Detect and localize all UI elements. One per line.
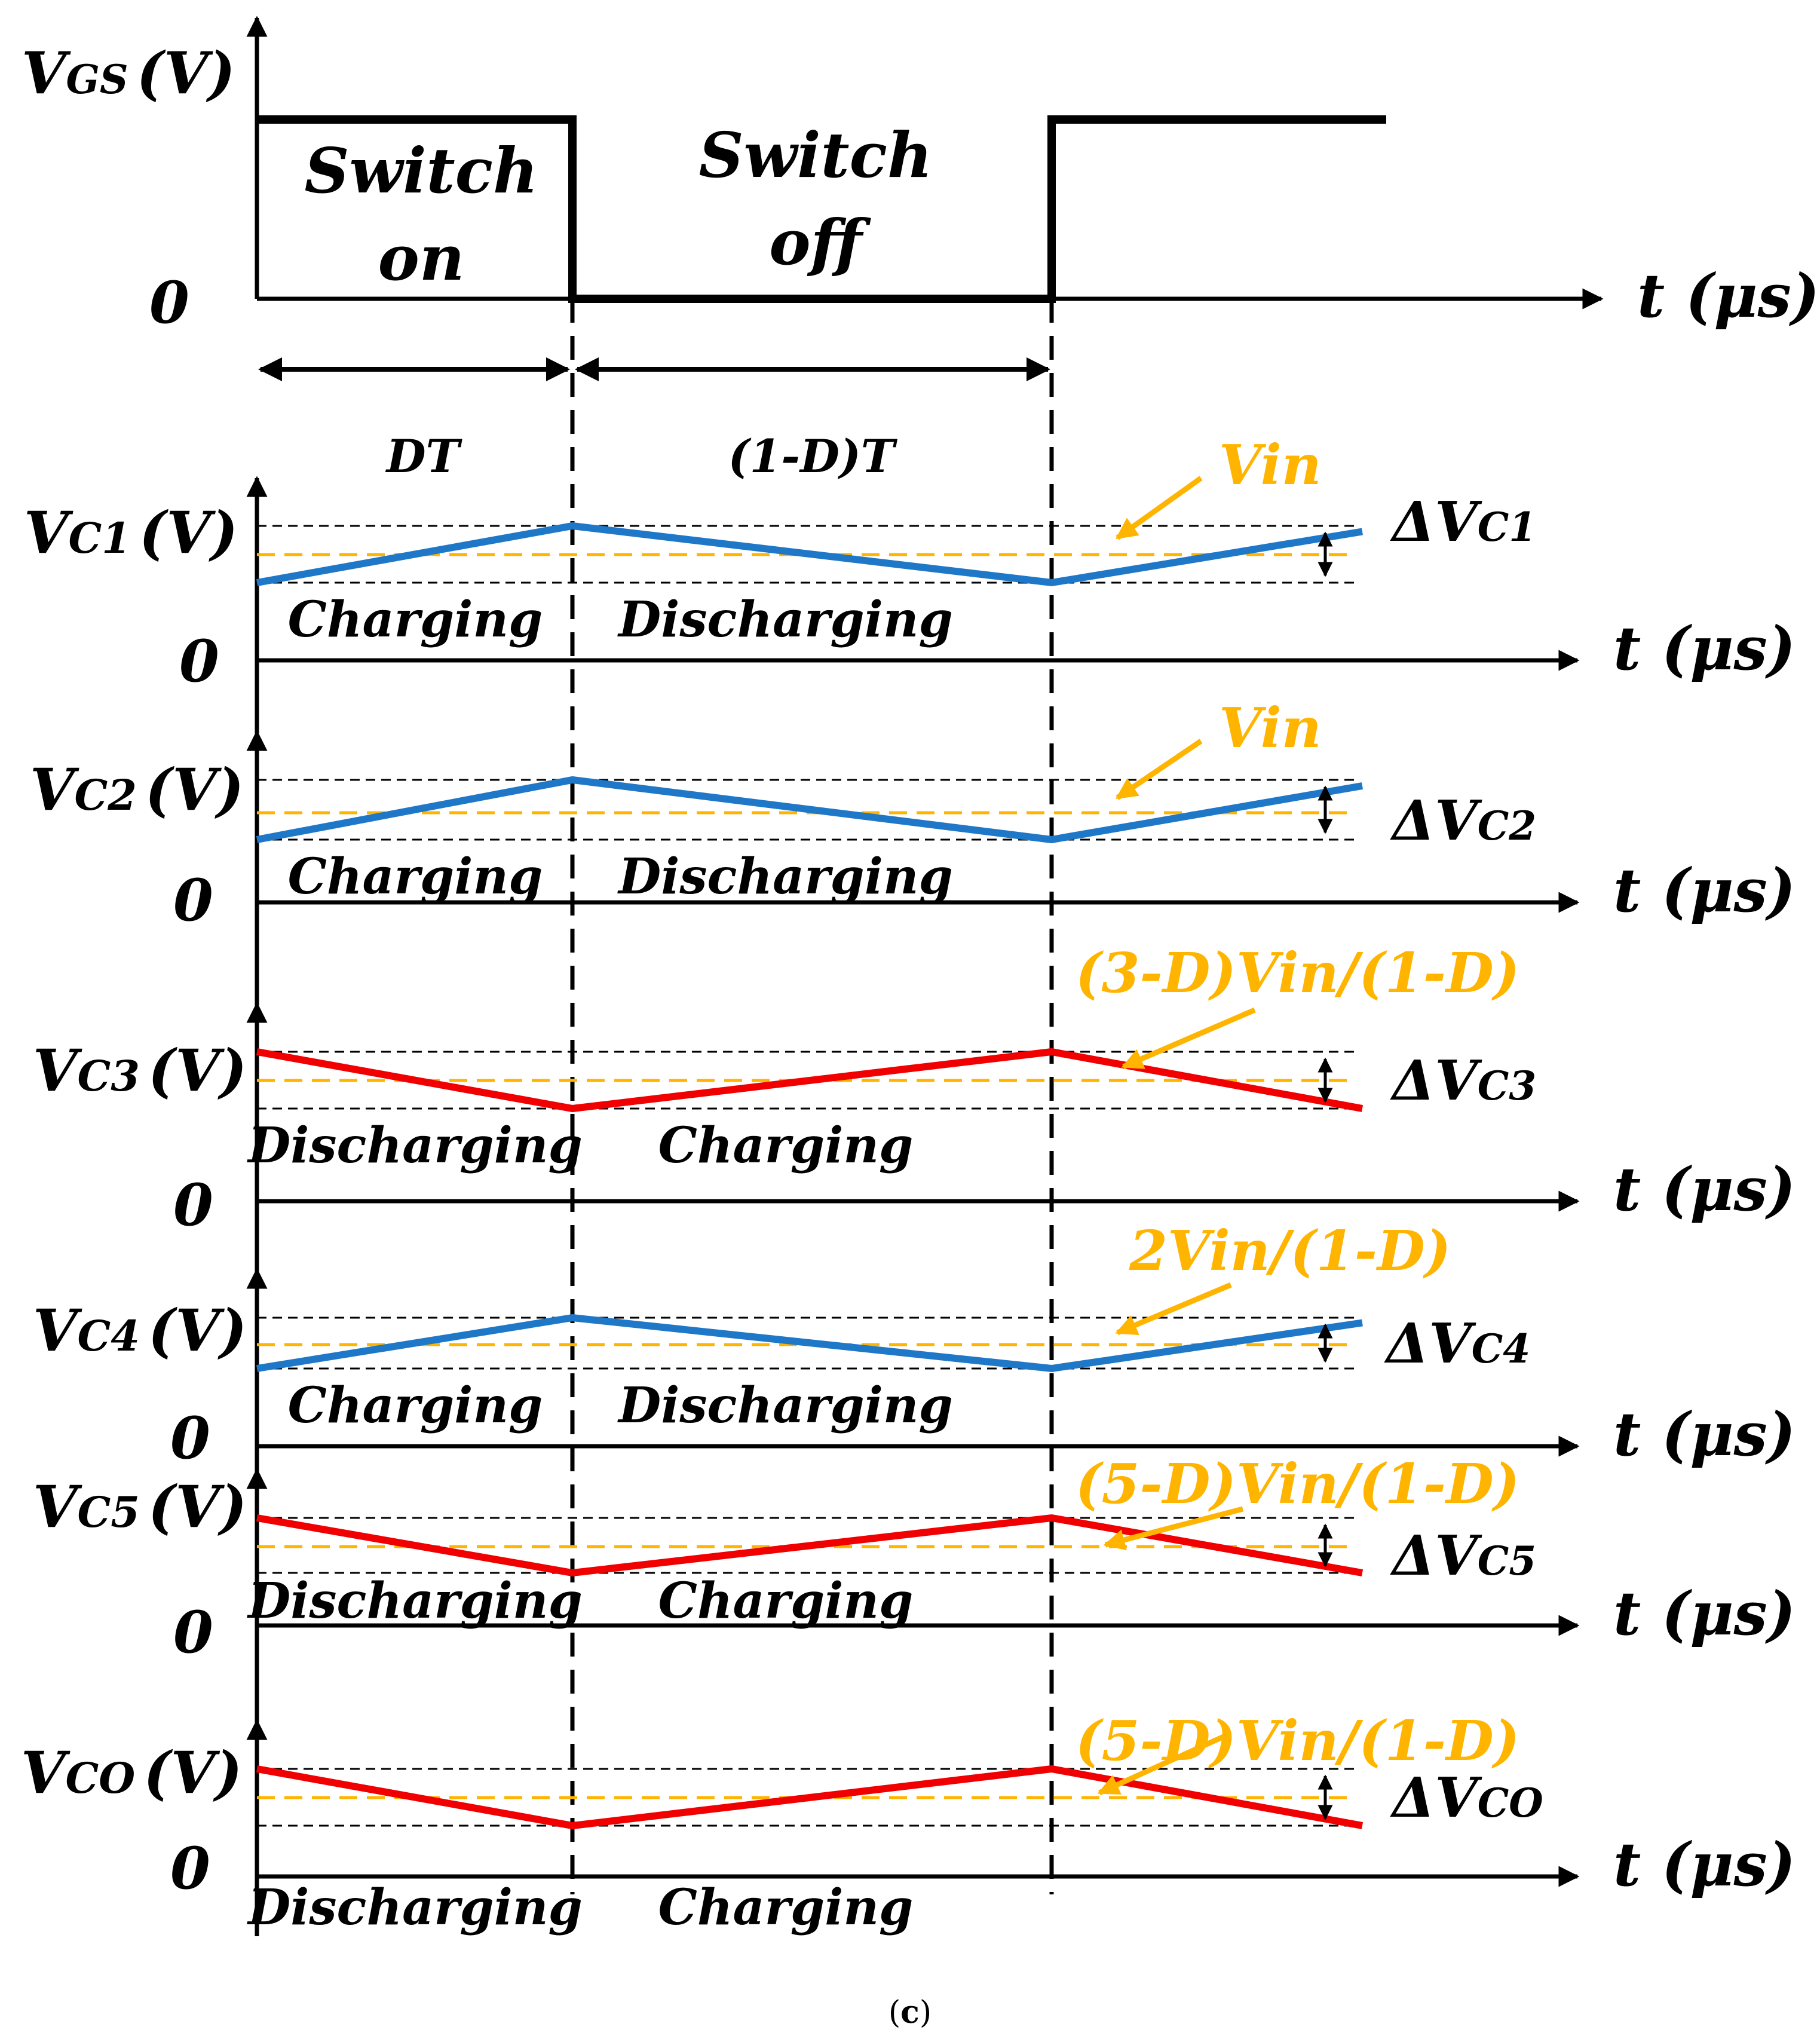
vc4-ripple-label: ΔVC4 [1384, 1311, 1530, 1376]
vc3-zero-label: 0 [173, 1171, 213, 1239]
switch-on-label-line2: on [378, 221, 465, 295]
gate-time-axis-label: t (μs) [1637, 261, 1819, 331]
one-minus-dt-label: (1-D)T [728, 430, 898, 483]
vc1-reference-pointer [1116, 476, 1203, 540]
vc3-second-phase-label: Charging [658, 1117, 914, 1174]
vc3-time-axis-label: t (μs) [1613, 1154, 1796, 1224]
panel-vco: VCO (V) 0 t (μs) (5-D)Vin/(1-D)ΔVCO Dischargi… [21, 1709, 1796, 1936]
panel-vc4: VC4 (V) 0 t (μs) 2Vin/(1-D) ΔVC4 Charging Disch… [33, 1219, 1796, 1472]
vco-ripple-label: ΔVCO [1390, 1765, 1543, 1830]
switch-on-label-line1: Switch [304, 134, 538, 207]
switch-off-label-line1: Switch [698, 118, 932, 192]
vc2-y-label: VC2 (V) [30, 756, 244, 823]
vc4-second-phase-label: Discharging [617, 1377, 953, 1434]
vc2-reference-label: Vin [1219, 696, 1322, 760]
figure-caption: (c) [888, 1994, 932, 2031]
vco-first-phase-label: Discharging [247, 1879, 583, 1936]
vc4-first-phase-label: Charging [288, 1377, 543, 1434]
vc4-zero-label: 0 [170, 1404, 210, 1472]
vc3-y-label: VC3 (V) [33, 1037, 247, 1104]
vc3-ripple-label: ΔVC3 [1390, 1048, 1536, 1113]
vc4-reference-pointer [1115, 1282, 1232, 1336]
vc4-y-label: VC4 (V) [33, 1297, 247, 1364]
vc3-voltage-trace [256, 1048, 1364, 1113]
gate-pulse-trace [257, 115, 1386, 303]
vc1-reference-label: Vin [1219, 433, 1322, 497]
vc5-voltage-trace [256, 1514, 1364, 1577]
vc4-time-axis-label: t (μs) [1613, 1399, 1796, 1469]
switch-off-label-line2: off [769, 206, 871, 279]
gate-signal-panel: VGS (V) 0 t (μs) Switch on Switch off DT … [22, 16, 1819, 483]
vco-voltage-trace [256, 1765, 1364, 1830]
vc2-ripple-label: ΔVC2 [1390, 788, 1536, 853]
vco-zero-label: 0 [170, 1835, 210, 1902]
vc2-time-axis-label: t (μs) [1613, 855, 1796, 926]
vc1-time-axis-label: t (μs) [1613, 613, 1796, 684]
vc2-reference-pointer [1116, 739, 1203, 800]
vc1-ripple-label: ΔVC1 [1390, 489, 1536, 554]
vco-second-phase-label: Charging [658, 1879, 914, 1936]
vco-y-label: VCO (V) [21, 1739, 243, 1807]
vc5-reference-label: (5-D)Vin/(1-D) [1076, 1452, 1519, 1516]
vc5-zero-label: 0 [173, 1599, 213, 1666]
panel-vc5: VC5 (V) 0 t (μs) (5-D)Vin/(1-D) ΔVC5 Dischargi… [33, 1452, 1796, 1666]
vc1-second-phase-label: Discharging [617, 591, 953, 648]
panel-vc2: VC2 (V) 0 t (μs) Vin ΔVC2 Charging Discharging [30, 696, 1796, 934]
vc3-first-phase-label: Discharging [247, 1117, 583, 1174]
vc1-zero-label: 0 [179, 627, 219, 695]
gate-zero-label: 0 [149, 269, 189, 336]
vc3-reference-label: (3-D)Vin/(1-D) [1076, 941, 1519, 1005]
vc5-second-phase-label: Charging [658, 1572, 914, 1630]
gate-y-label: VGS (V) [22, 39, 235, 107]
vco-reference-label: (5-D)Vin/(1-D) [1076, 1709, 1519, 1773]
vc1-voltage-trace [256, 522, 1363, 587]
vco-reference-pointer [1097, 1733, 1226, 1796]
dt-label: DT [385, 430, 463, 483]
panel-vc3: VC3 (V) 0 t (μs) (3-D)Vin/(1-D) ΔVC3 Dischargi… [33, 941, 1796, 1239]
vco-time-axis-label: t (μs) [1613, 1829, 1796, 1900]
vc4-reference-label: 2Vin/(1-D) [1129, 1219, 1451, 1283]
vc5-time-axis-label: t (μs) [1613, 1578, 1796, 1649]
vc5-ripple-label: ΔVC5 [1390, 1523, 1536, 1588]
vc5-reference-pointer [1103, 1506, 1244, 1551]
panel-vc1: VC1 (V) 0 t (μs) Vin ΔVC1 Charging Discharging [24, 433, 1796, 695]
vc2-voltage-trace [256, 776, 1364, 844]
vc1-first-phase-label: Charging [288, 591, 543, 648]
vc5-first-phase-label: Discharging [247, 1572, 583, 1630]
vc3-reference-pointer [1121, 1007, 1256, 1070]
vc5-y-label: VC5 (V) [33, 1473, 247, 1541]
vc4-voltage-trace [256, 1314, 1363, 1373]
vc1-y-label: VC1 (V) [24, 499, 238, 567]
vc2-zero-label: 0 [173, 867, 213, 934]
vc2-second-phase-label: Discharging [617, 848, 953, 905]
vc2-first-phase-label: Charging [288, 848, 543, 905]
